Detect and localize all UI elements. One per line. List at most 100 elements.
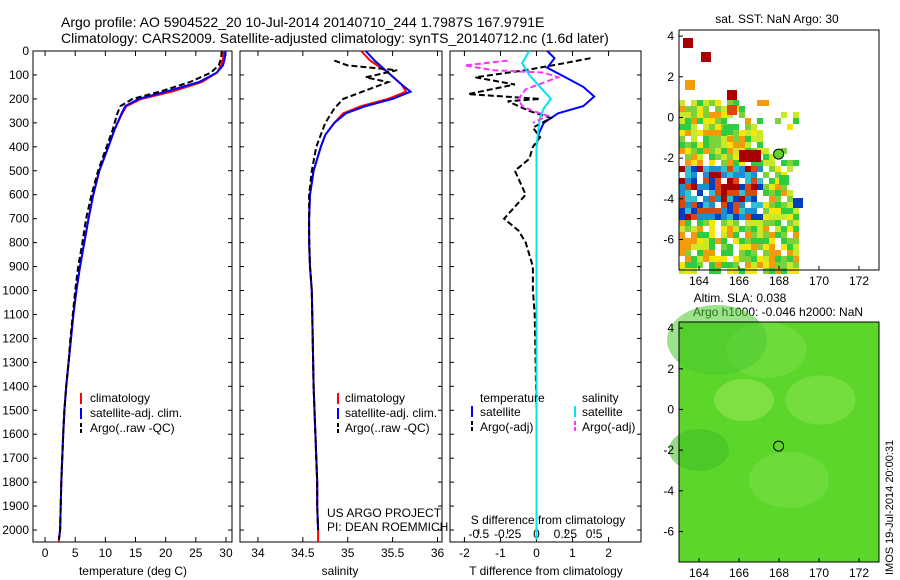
sst-cell [727,136,733,142]
sst-cell [751,124,757,130]
sst-cell [685,154,691,160]
sst-cell [715,154,721,160]
sst-cell [709,142,715,148]
sst-cell [751,190,757,196]
sst-cell [721,238,727,244]
sst-cell [679,190,685,196]
sst-cell [723,125,733,135]
sst-cell [739,214,745,220]
sst-cell [745,130,751,136]
sst-cell [703,124,709,130]
sst-cell [745,220,751,226]
sst-cell [739,202,745,208]
sst-cell [721,226,727,232]
sst-cell [757,262,763,268]
sst-cell [763,154,769,160]
sst-cell [769,178,775,184]
sst-cell [787,238,793,244]
sst-cell [727,220,733,226]
sst-cell [697,220,703,226]
sst-cell [751,196,757,202]
sst-cell [739,256,745,262]
sst-cell [685,214,691,220]
sst-cell [715,124,721,130]
sst-cell [733,268,739,274]
sst-cell [727,268,733,274]
sst-cell [751,130,757,136]
sst-cell [721,160,727,166]
sst-cell [727,166,733,172]
sst-cell [697,238,703,244]
sst-cell [757,130,763,136]
sst-cell [685,160,691,166]
sst-cell [697,214,703,220]
sst-cell [691,226,697,232]
sst-cell [775,250,781,256]
sst-cell [775,220,781,226]
sla-map-title-line1: Altim. SLA: 0.038 [694,291,787,305]
sst-cell [793,262,799,268]
sst-cell [745,268,751,274]
sst-cell [679,268,685,274]
sst-cell [679,142,685,148]
sst-cell [793,118,799,124]
imos-watermark: IMOS 19-Jul-2014 20:00:31 [884,440,896,575]
sst-cell [769,184,775,190]
sst-cell [781,202,787,208]
sst-cell [709,154,715,160]
sst-cell [781,268,787,274]
sst-cell [787,208,793,214]
sla_map-lon-label: 164 [689,566,709,580]
sst_map-lat-label: -6 [663,232,674,246]
profile-plots: 0 5 10 15 20 25 300100200300400500600700800900… [2,44,641,560]
sst-cell [691,154,697,160]
sst-cell [679,100,685,106]
sst_map-lon-label: 170 [809,274,829,288]
sst-cell [703,244,709,250]
sla_map-lat-label: -6 [663,524,674,538]
sst-cell [679,166,685,172]
sst-cell [683,38,693,48]
sst-cell [739,166,745,172]
sst-cell [733,262,739,268]
sst-cell [709,250,715,256]
sst-cell [721,190,727,196]
sst-cell [721,184,727,190]
sst-cell [721,136,727,142]
sst-cell [757,202,763,208]
sst-cell [685,142,691,148]
sst-cell [763,208,769,214]
sst-cell [751,136,757,142]
sst-cell [793,268,799,274]
sst-cell [709,244,715,250]
sst-cell [763,184,769,190]
sst-cell [733,184,739,190]
sst-cell [757,226,763,232]
sst-cell [679,238,685,244]
sst-cell [733,166,739,172]
sst-cell [763,244,769,250]
sst-cell [709,256,715,262]
sst-cell [751,232,757,238]
depth-tick-label: 1800 [2,475,29,489]
sst-cell [739,112,745,118]
sst-cell [739,150,761,162]
sst-cell [721,232,727,238]
legend-label-satellite: satellite-adj. clim. [345,406,437,420]
sst-cell [703,196,709,202]
difference-panel-frame [449,50,642,543]
sst-cell [703,232,709,238]
sst-cell [703,142,709,148]
sst-cell [781,238,787,244]
sst-cell [787,202,793,208]
sst-cell [781,190,787,196]
sst-cell [793,220,799,226]
depth-tick-label: 700 [9,212,29,226]
sst-cell [775,232,781,238]
sst-cell [745,196,751,202]
sst-map-title: sat. SST: NaN Argo: 30 [715,12,839,26]
sst-cell [757,142,763,148]
sst-cell [691,214,697,220]
sst-cell [751,256,757,262]
sst-cell [781,214,787,220]
